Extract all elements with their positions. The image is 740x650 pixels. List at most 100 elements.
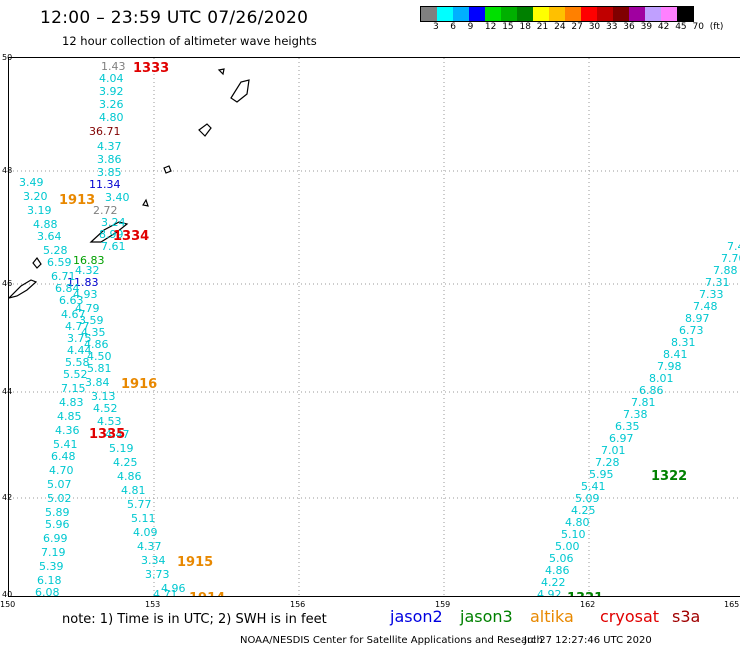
wave-height-label: 4.22 — [541, 576, 566, 589]
track-time-label: 1916 — [121, 377, 157, 392]
wave-height-label: 7.38 — [623, 408, 648, 421]
track-time-label: 1913 — [59, 193, 95, 208]
wave-height-label: 5.96 — [45, 518, 70, 531]
wave-height-label: 4.44 — [67, 344, 92, 357]
wave-height-label: 7.88 — [713, 264, 738, 277]
wave-height-label: 5.28 — [43, 244, 68, 257]
wave-height-label: 6.63 — [59, 294, 84, 307]
wave-height-label: 4.32 — [75, 264, 100, 277]
wave-height-label: 3.73 — [145, 568, 170, 581]
wave-height-label: 4.88 — [33, 218, 58, 231]
scale-label: 45 — [675, 22, 687, 32]
color-scale — [420, 6, 694, 22]
wave-height-label: 5.95 — [589, 468, 614, 481]
scale-swatch — [629, 7, 645, 21]
wave-height-label: 8.97 — [685, 312, 710, 325]
wave-height-label: 4.70 — [49, 464, 74, 477]
scale-label: 42 — [657, 22, 670, 32]
wave-height-label: 6.71 — [51, 270, 76, 283]
wave-height-label: 11.34 — [89, 178, 121, 191]
scale-label: 9 — [467, 22, 474, 32]
scale-swatch — [453, 7, 469, 21]
wave-height-label: 3.13 — [91, 390, 116, 403]
scale-swatch — [501, 7, 517, 21]
wave-height-label: 4.25 — [113, 456, 138, 469]
track-time-label: 1322 — [651, 469, 687, 484]
wave-height-label: 4.83 — [59, 396, 84, 409]
scale-swatch — [565, 7, 581, 21]
coastline — [198, 123, 212, 137]
wave-height-label: 8.99 — [99, 228, 124, 241]
wave-height-label: 11.83 — [67, 276, 99, 289]
wave-height-label: 5.41 — [53, 438, 78, 451]
coastline — [230, 79, 250, 103]
mission-label-jason3: jason3 — [460, 607, 513, 626]
wave-height-label: 6.35 — [615, 420, 640, 433]
track-time-label: 1915 — [177, 555, 213, 570]
scale-swatch — [549, 7, 565, 21]
mission-label-jason2: jason2 — [390, 607, 443, 626]
track-time-label: 1334 — [113, 229, 149, 244]
scale-label: 12 — [484, 22, 497, 32]
wave-height-label: 6.48 — [51, 450, 76, 463]
wave-height-label: 3.85 — [97, 166, 122, 179]
wave-height-label: 2.72 — [93, 204, 118, 217]
track-time-label: 1321 — [567, 591, 603, 597]
wave-height-label: 4.71 — [153, 588, 178, 597]
wave-height-label: 4.67 — [61, 308, 86, 321]
wave-height-label: 6.59 — [47, 256, 72, 269]
lon-label: 150 — [0, 600, 16, 609]
wave-height-label: 3.20 — [23, 190, 48, 203]
wave-height-label: 7.01 — [601, 444, 626, 457]
lat-label: 42 — [2, 493, 13, 502]
scale-label: 3 — [433, 22, 439, 32]
scale-label: 30 — [588, 22, 601, 32]
scale-swatch — [661, 7, 677, 21]
wave-height-label: 5.89 — [45, 506, 70, 519]
wave-height-label: 8.01 — [649, 372, 674, 385]
wave-height-label: 6.84 — [55, 282, 80, 295]
wave-height-label: 5.11 — [131, 512, 156, 525]
coastline — [163, 165, 172, 174]
track-time-label: 1335 — [89, 427, 125, 442]
wave-height-label: 4.81 — [121, 484, 146, 497]
wave-height-label: 4.79 — [75, 302, 100, 315]
lat-label: 46 — [2, 279, 13, 288]
wave-height-label: 36.71 — [89, 125, 121, 138]
wave-height-label: 4.35 — [81, 326, 106, 339]
wave-height-label: 4.47 — [105, 428, 130, 441]
wave-height-label: 4.93 — [73, 288, 98, 301]
wave-height-label: 5.58 — [65, 356, 90, 369]
wave-height-label: 8.41 — [663, 348, 688, 361]
wave-height-label: 5.09 — [575, 492, 600, 505]
scale-label: 33 — [606, 22, 618, 32]
wave-height-label: 3.64 — [37, 230, 62, 243]
scale-swatch — [613, 7, 629, 21]
scale-swatch — [597, 7, 613, 21]
wave-height-label: 7.48 — [693, 300, 718, 313]
wave-height-label: 4.53 — [97, 415, 122, 428]
coastline — [32, 256, 42, 269]
wave-height-label: 3.84 — [85, 376, 110, 389]
mission-label-cryosat: cryosat — [600, 607, 660, 626]
wave-height-label: 3.34 — [141, 554, 166, 567]
footer-note: note: 1) Time is in UTC; 2) SWH is in fe… — [62, 612, 327, 627]
wave-height-label: 7.40 — [727, 240, 740, 253]
wave-height-label: 7.15 — [61, 382, 86, 395]
wave-height-label: 3.86 — [97, 153, 122, 166]
map-panel[interactable]: 1.43 4.04 3.92 3.26 4.80 36.71 4.37 3.86 3.85 11.… — [8, 57, 740, 597]
wave-height-label: 7.28 — [595, 456, 620, 469]
coastline — [9, 279, 38, 299]
wave-height-label: 3.59 — [79, 314, 104, 327]
wave-height-label: 5.06 — [549, 552, 574, 565]
wave-height-label: 4.25 — [571, 504, 596, 517]
lon-label: 156 — [290, 600, 306, 609]
scale-label: 6 — [450, 22, 457, 32]
lon-label: 165 — [724, 600, 740, 609]
credit-text: NOAA/NESDIS Center for Satellite Applica… — [240, 635, 543, 646]
wave-height-label: 3.92 — [99, 85, 124, 98]
lat-label: 40 — [2, 590, 13, 599]
map-canvas: 1.434.043.923.264.8036.714.373.863.8511.… — [9, 58, 740, 597]
wave-height-label: 7.31 — [705, 276, 730, 289]
wave-height-label: 5.77 — [127, 498, 152, 511]
